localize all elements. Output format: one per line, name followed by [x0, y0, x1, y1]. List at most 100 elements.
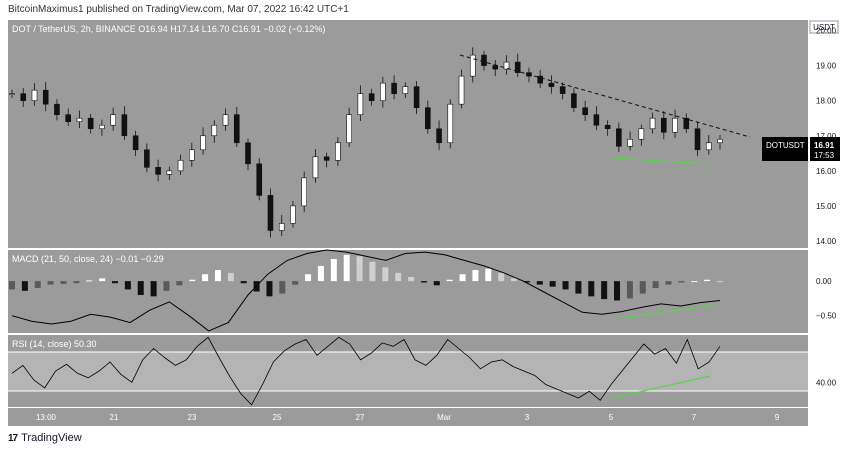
candle: [638, 128, 645, 140]
price-tick-labels: 20.00 19.00 18.00 17.00 16.00 15.00 14.00: [816, 27, 837, 246]
macd-histogram-bar: [111, 281, 118, 284]
candle: [593, 114, 600, 126]
macd-histogram-bar: [227, 272, 234, 282]
macd-values: −0.01 −0.29: [116, 254, 164, 264]
macd-histogram-bar: [575, 281, 582, 294]
close-label: C: [232, 24, 239, 34]
currency-label: USDT: [813, 23, 835, 32]
macd-histogram-bar: [305, 274, 312, 282]
candle: [132, 135, 139, 151]
macd-line: [11, 249, 721, 332]
candle: [661, 117, 667, 133]
macd-tick-labels: 0.00 −0.50: [816, 277, 837, 321]
candle: [144, 149, 150, 168]
candle: [559, 86, 566, 94]
rsi-tick-labels: 40.00: [816, 378, 837, 387]
green-support-line[interactable]: [612, 157, 711, 165]
macd-histogram-bar: [472, 270, 479, 282]
time-tick: 21: [110, 413, 119, 422]
candle: [222, 114, 229, 126]
candle: [368, 93, 375, 101]
rsi-green-divergence-line[interactable]: [611, 375, 711, 399]
price-tag-symbol: DOTUSDT: [766, 141, 805, 150]
macd-histogram-bar: [549, 281, 556, 287]
macd-histogram-bar: [601, 281, 608, 300]
candle-series: [9, 47, 723, 238]
macd-histogram-bar: [485, 268, 492, 282]
high-value: 17.14: [177, 24, 202, 34]
macd-histogram-bar: [446, 279, 453, 282]
time-tick: 9: [775, 413, 780, 422]
time-tick: 27: [356, 413, 365, 422]
macd-histogram-bar: [99, 278, 106, 282]
macd-histogram-bar: [47, 281, 54, 285]
change-value: −0.02 (−0.12%): [263, 24, 325, 34]
rsi-title: RSI (14, close): [12, 339, 74, 349]
candle: [604, 124, 611, 130]
macd-histogram-bar: [279, 281, 286, 294]
descending-resistance-line[interactable]: [459, 54, 751, 138]
macd-histogram-bar: [408, 276, 415, 282]
candle: [469, 54, 476, 77]
macd-histogram-bar: [652, 281, 659, 289]
macd-histogram-bar: [163, 281, 170, 291]
macd-pane: MACD (21, 50, close, 24) −0.01 −0.29 0.0…: [8, 249, 837, 333]
low-value: 16.70: [207, 24, 232, 34]
macd-histogram-bar: [614, 281, 621, 301]
candle: [155, 167, 161, 175]
macd-histogram-bar: [266, 281, 273, 297]
candle: [200, 135, 206, 151]
time-tick: 23: [188, 413, 197, 422]
tradingview-logo[interactable]: 17 TradingView: [8, 432, 82, 444]
rsi-band: [8, 352, 808, 391]
macd-histogram-bar: [34, 281, 41, 289]
time-tick-labels: 13:00 21 23 25 27 Mar 3 5 7 9: [36, 413, 780, 422]
macd-histogram-bar: [691, 281, 698, 283]
macd-histogram-bar: [369, 261, 376, 282]
macd-histogram-bar: [678, 281, 685, 283]
macd-histogram-bar: [665, 281, 672, 285]
low-label: L: [202, 24, 207, 34]
candle: [177, 160, 184, 172]
open-label: O: [138, 24, 145, 34]
candle: [717, 138, 723, 144]
macd-histogram-bar: [137, 281, 144, 295]
price-tick: 18.00: [816, 97, 837, 106]
candle: [54, 103, 60, 116]
time-tick: Mar: [437, 413, 451, 422]
macd-histogram-bar: [150, 281, 157, 297]
candle: [694, 128, 701, 151]
macd-histogram-bar: [433, 281, 440, 286]
candle: [301, 177, 307, 207]
candle: [87, 117, 94, 130]
macd-green-divergence-line[interactable]: [619, 304, 717, 319]
time-tick: 3: [525, 413, 530, 422]
macd-histogram-bar: [704, 279, 711, 282]
candle: [458, 75, 465, 105]
candle: [31, 89, 38, 101]
price-tick: 20.00: [816, 27, 837, 36]
price-tick: 19.00: [816, 62, 837, 71]
macd-histogram-bar: [9, 281, 15, 290]
candle: [391, 82, 397, 94]
candle: [323, 156, 330, 161]
macd-histogram-bar: [292, 281, 299, 285]
candle: [413, 86, 420, 108]
high-label: H: [170, 24, 177, 34]
candle: [267, 195, 274, 231]
candle: [705, 142, 712, 151]
macd-histogram-bar: [459, 274, 466, 282]
candle: [616, 128, 622, 147]
macd-histogram: [9, 254, 723, 301]
candle: [20, 93, 27, 101]
rsi-line: [11, 336, 721, 406]
macd-histogram-bar: [536, 281, 543, 285]
candle: [548, 82, 555, 87]
candle: [110, 114, 116, 126]
publish-caption: BitcoinMaximus1 published on TradingView…: [8, 4, 349, 15]
macd-histogram-bar: [588, 281, 595, 297]
candle: [582, 107, 588, 116]
candle: [447, 103, 454, 144]
candle: [211, 124, 218, 137]
macd-histogram-bar: [124, 281, 131, 290]
